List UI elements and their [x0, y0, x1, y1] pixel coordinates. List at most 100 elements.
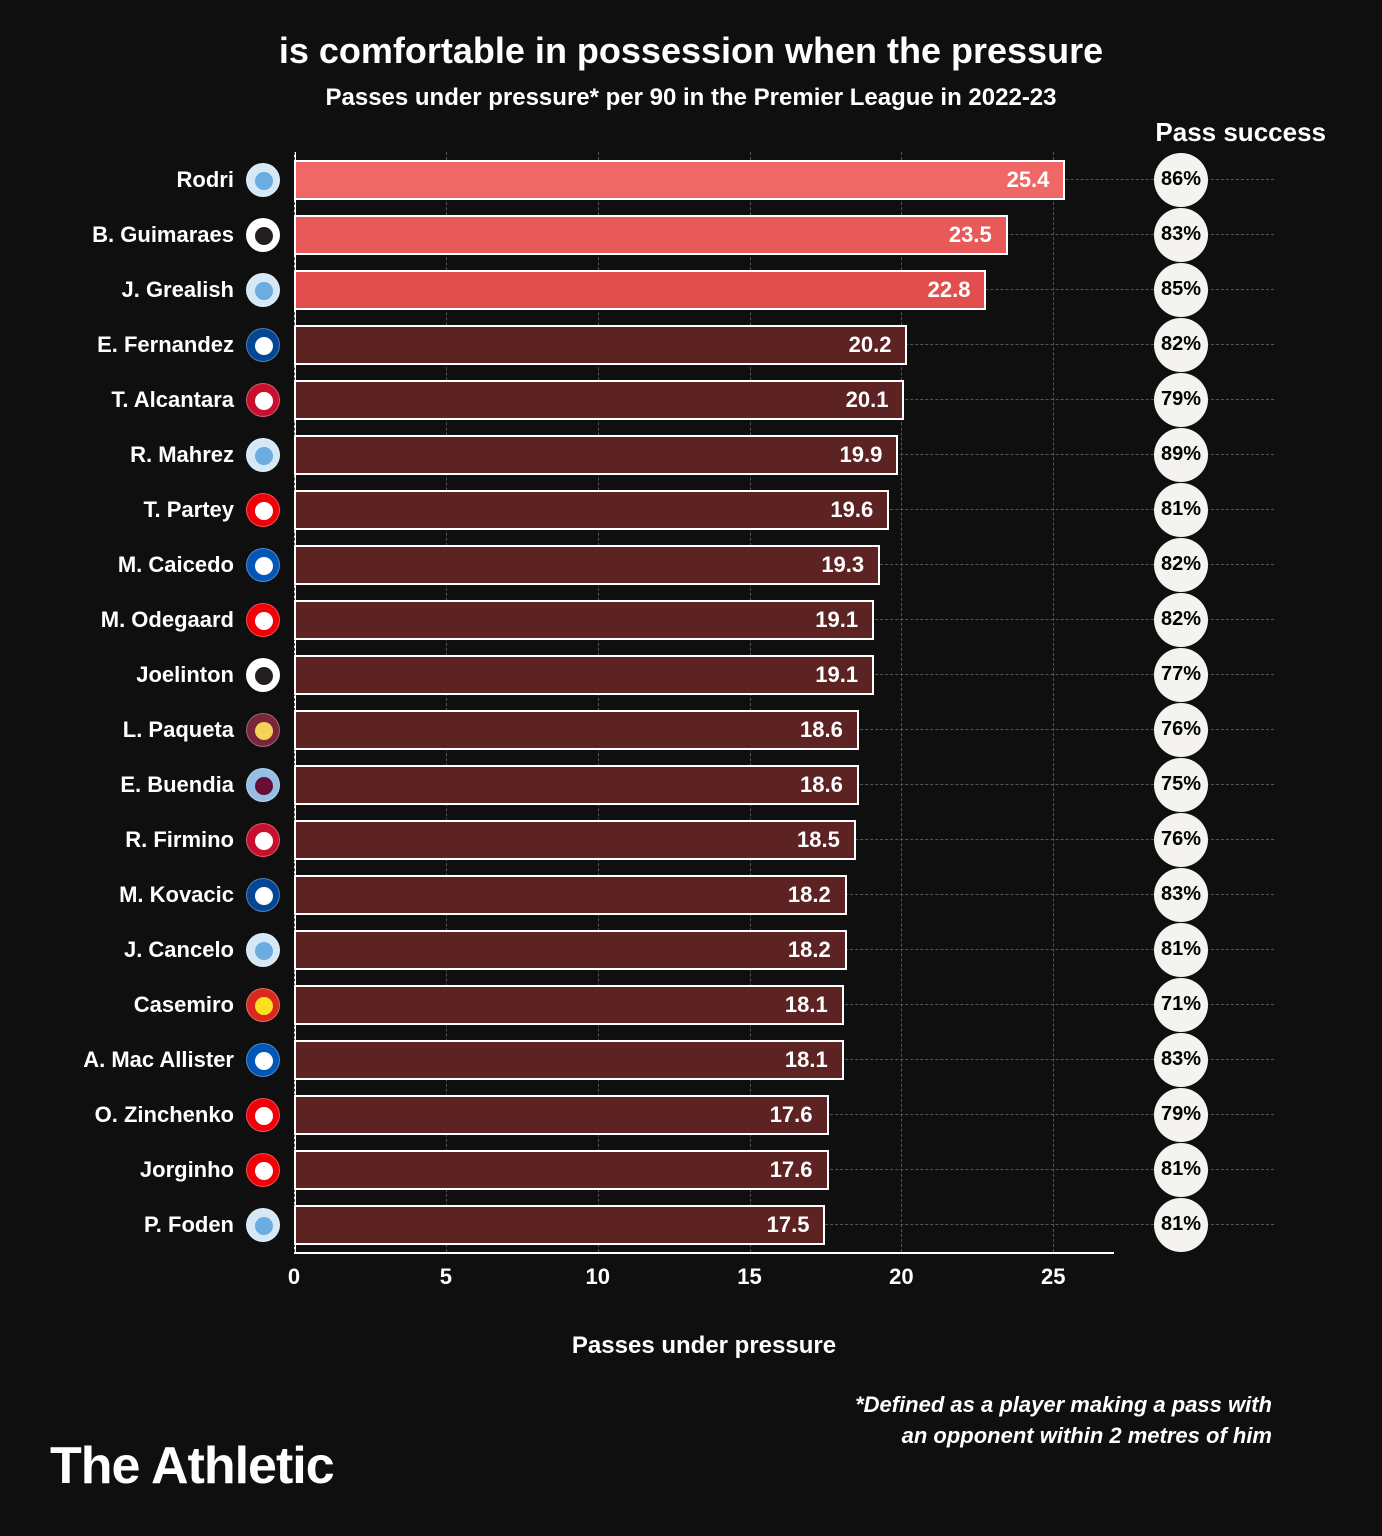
player-row: Rodri25.486% — [51, 152, 1331, 207]
bar-value-label: 18.5 — [797, 827, 840, 853]
player-name-label: T. Partey — [51, 497, 246, 523]
pass-success-value: 81% — [1161, 938, 1201, 961]
value-bar: 19.9 — [294, 435, 898, 475]
team-badge-icon — [246, 493, 280, 527]
player-row: B. Guimaraes 23.5 83% — [51, 207, 1331, 262]
pass-success-circle: 82% — [1154, 593, 1208, 647]
pass-success-circle: 81% — [1154, 1198, 1208, 1252]
pass-success-circle: 81% — [1154, 483, 1208, 537]
team-badge-icon — [246, 933, 280, 967]
team-badge-icon — [246, 768, 280, 802]
pass-success-value: 89% — [1161, 443, 1201, 466]
player-row: Jorginho 17.6 81% — [51, 1142, 1331, 1197]
pass-success-value: 82% — [1161, 553, 1201, 576]
bar-value-label: 18.1 — [785, 1047, 828, 1073]
value-bar: 18.6 — [294, 765, 859, 805]
pass-success-circle: 82% — [1154, 538, 1208, 592]
player-row: T. Alcantara20.179% — [51, 372, 1331, 427]
player-name-label: Casemiro — [51, 992, 246, 1018]
player-row: R. Mahrez 19.9 89% — [51, 427, 1331, 482]
player-name-label: M. Odegaard — [51, 607, 246, 633]
pass-success-circle: 75% — [1154, 758, 1208, 812]
player-row: L. Paqueta 18.6 76% — [51, 702, 1331, 757]
team-badge-icon — [246, 658, 280, 692]
bar-area: 18.6 — [294, 765, 1114, 805]
team-badge-icon — [246, 603, 280, 637]
bar-value-label: 18.1 — [785, 992, 828, 1018]
player-name-label: R. Mahrez — [51, 442, 246, 468]
bar-area: 19.1 — [294, 600, 1114, 640]
value-bar: 19.1 — [294, 600, 874, 640]
bar-value-label: 19.6 — [830, 497, 873, 523]
x-axis-tick: 5 — [440, 1264, 452, 1290]
team-badge-icon — [246, 713, 280, 747]
pass-success-circle: 79% — [1154, 1088, 1208, 1142]
pass-success-circle: 82% — [1154, 318, 1208, 372]
bar-area: 19.6 — [294, 490, 1114, 530]
bar-value-label: 19.3 — [821, 552, 864, 578]
bar-area: 19.1 — [294, 655, 1114, 695]
bar-area: 18.2 — [294, 875, 1114, 915]
value-bar: 18.2 — [294, 875, 847, 915]
player-row: A. Mac Allister18.183% — [51, 1032, 1331, 1087]
value-bar: 19.6 — [294, 490, 889, 530]
value-bar: 18.1 — [294, 985, 844, 1025]
bar-value-label: 22.8 — [928, 277, 971, 303]
pass-success-value: 76% — [1161, 718, 1201, 741]
bar-area: 23.5 — [294, 215, 1114, 255]
pass-success-circle: 83% — [1154, 208, 1208, 262]
pass-success-circle: 81% — [1154, 1143, 1208, 1197]
player-row: M. Caicedo 19.3 82% — [51, 537, 1331, 592]
player-name-label: M. Caicedo — [51, 552, 246, 578]
player-row: P. Foden 17.5 81% — [51, 1197, 1331, 1252]
footnote-line-1: *Defined as a player making a pass with — [855, 1392, 1272, 1417]
bar-value-label: 18.2 — [788, 882, 831, 908]
player-name-label: P. Foden — [51, 1212, 246, 1238]
player-name-label: O. Zinchenko — [51, 1102, 246, 1128]
player-name-label: L. Paqueta — [51, 717, 246, 743]
bar-area: 17.6 — [294, 1150, 1114, 1190]
bar-value-label: 25.4 — [1007, 167, 1050, 193]
bar-value-label: 17.6 — [770, 1102, 813, 1128]
pass-success-circle: 76% — [1154, 703, 1208, 757]
value-bar: 17.5 — [294, 1205, 825, 1245]
player-row: R. Firmino18.576% — [51, 812, 1331, 867]
team-badge-icon — [246, 438, 280, 472]
value-bar: 22.8 — [294, 270, 986, 310]
player-row: Joelinton 19.1 77% — [51, 647, 1331, 702]
bar-value-label: 19.1 — [815, 607, 858, 633]
pass-success-circle: 77% — [1154, 648, 1208, 702]
bar-area: 17.6 — [294, 1095, 1114, 1135]
value-bar: 17.6 — [294, 1150, 829, 1190]
pass-success-circle: 89% — [1154, 428, 1208, 482]
bar-value-label: 19.1 — [815, 662, 858, 688]
pass-success-value: 81% — [1161, 1213, 1201, 1236]
pass-success-value: 82% — [1161, 333, 1201, 356]
player-name-label: Jorginho — [51, 1157, 246, 1183]
pass-success-value: 71% — [1161, 993, 1201, 1016]
bar-area: 20.2 — [294, 325, 1114, 365]
x-axis-tick: 15 — [737, 1264, 761, 1290]
player-row: O. Zinchenko 17.6 79% — [51, 1087, 1331, 1142]
value-bar: 25.4 — [294, 160, 1065, 200]
bar-value-label: 20.2 — [849, 332, 892, 358]
bar-area: 18.1 — [294, 985, 1114, 1025]
bar-area: 25.4 — [294, 160, 1114, 200]
x-axis-tick: 25 — [1041, 1264, 1065, 1290]
bar-area: 18.6 — [294, 710, 1114, 750]
player-name-label: B. Guimaraes — [51, 222, 246, 248]
player-row: E. Fernandez20.282% — [51, 317, 1331, 372]
team-badge-icon — [246, 1153, 280, 1187]
player-name-label: R. Firmino — [51, 827, 246, 853]
player-name-label: Joelinton — [51, 662, 246, 688]
chart-title: is comfortable in possession when the pr… — [50, 30, 1332, 72]
bar-value-label: 23.5 — [949, 222, 992, 248]
value-bar: 17.6 — [294, 1095, 829, 1135]
bar-value-label: 19.9 — [840, 442, 883, 468]
value-bar: 23.5 — [294, 215, 1008, 255]
player-row: E. Buendia18.675% — [51, 757, 1331, 812]
value-bar: 18.1 — [294, 1040, 844, 1080]
player-row: Casemiro 18.1 71% — [51, 977, 1331, 1032]
pass-success-value: 79% — [1161, 388, 1201, 411]
player-name-label: A. Mac Allister — [51, 1047, 246, 1073]
